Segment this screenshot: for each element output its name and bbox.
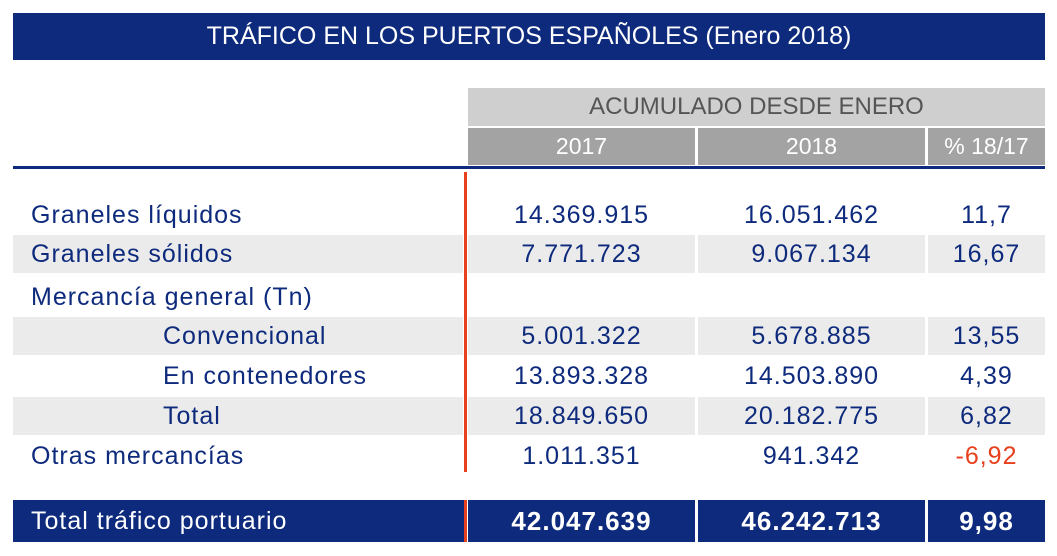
row-label: Total bbox=[13, 397, 463, 435]
red-rule bbox=[464, 172, 467, 472]
cell: 5.678.885 bbox=[698, 317, 925, 355]
total-cell: 46.242.713 bbox=[698, 500, 925, 542]
column-header: 2018 bbox=[698, 128, 925, 165]
cell: 16.051.462 bbox=[698, 196, 925, 234]
cell bbox=[698, 278, 925, 316]
row-label: Graneles líquidos bbox=[13, 196, 463, 234]
row-label: Convencional bbox=[13, 317, 463, 355]
cell: 14.369.915 bbox=[468, 196, 695, 234]
column-header: 2017 bbox=[468, 128, 695, 165]
row-label: Graneles sólidos bbox=[13, 235, 463, 273]
total-label: Total tráfico portuario bbox=[13, 500, 465, 542]
title: TRÁFICO EN LOS PUERTOS ESPAÑOLES (Enero … bbox=[13, 13, 1045, 60]
cell: 6,82 bbox=[928, 397, 1045, 435]
cell: 941.342 bbox=[698, 437, 925, 475]
red-rule bbox=[464, 500, 467, 542]
cell: 11,7 bbox=[928, 196, 1045, 234]
cell: 18.849.650 bbox=[468, 397, 695, 435]
row-label: Otras mercancías bbox=[13, 437, 463, 475]
row-label: Mercancía general (Tn) bbox=[13, 278, 463, 316]
cell: 13.893.328 bbox=[468, 357, 695, 395]
cell: 1.011.351 bbox=[468, 437, 695, 475]
group-header: ACUMULADO DESDE ENERO bbox=[468, 88, 1045, 126]
cell: 4,39 bbox=[928, 357, 1045, 395]
total-cell: 9,98 bbox=[928, 500, 1045, 542]
cell bbox=[928, 278, 1045, 316]
cell: 16,67 bbox=[928, 235, 1045, 273]
cell: 9.067.134 bbox=[698, 235, 925, 273]
total-cell: 42.047.639 bbox=[468, 500, 695, 542]
cell: 14.503.890 bbox=[698, 357, 925, 395]
cell: 7.771.723 bbox=[468, 235, 695, 273]
cell: 5.001.322 bbox=[468, 317, 695, 355]
column-header: % 18/17 bbox=[928, 128, 1045, 165]
row-label: En contenedores bbox=[13, 357, 463, 395]
header-rule bbox=[13, 166, 1045, 169]
cell: 13,55 bbox=[928, 317, 1045, 355]
cell: 20.182.775 bbox=[698, 397, 925, 435]
cell bbox=[468, 278, 695, 316]
cell: -6,92 bbox=[928, 437, 1045, 475]
